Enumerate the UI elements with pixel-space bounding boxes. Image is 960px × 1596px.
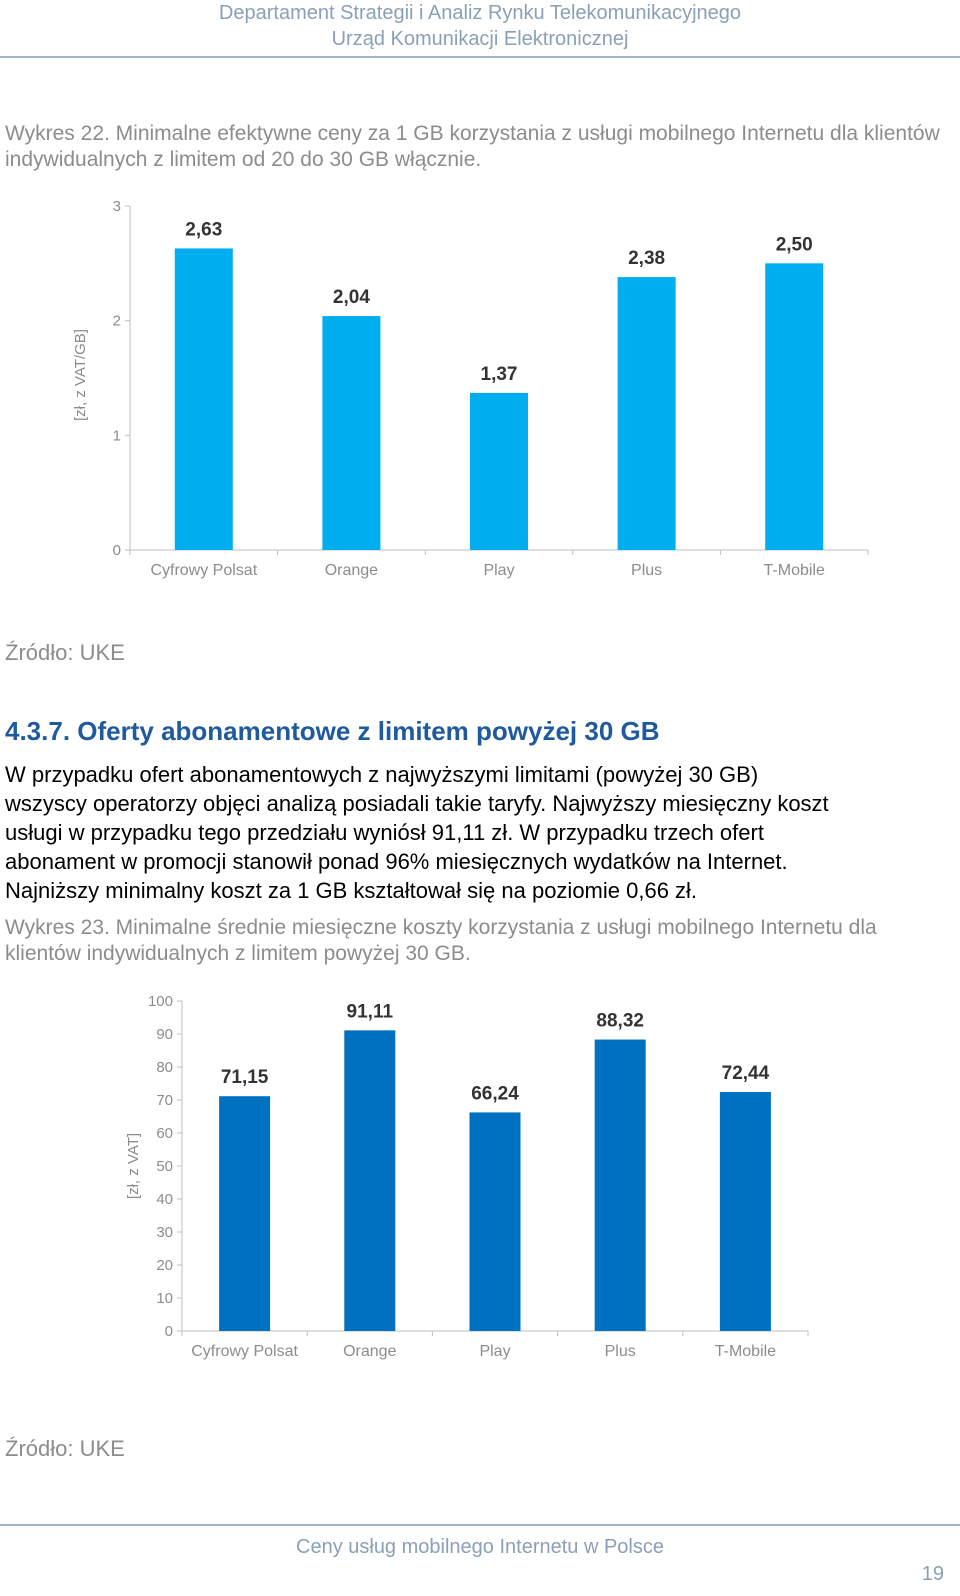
data-label: 88,32 bbox=[596, 1011, 644, 1032]
bar bbox=[719, 1091, 771, 1331]
y-tick-label: 2 bbox=[113, 313, 121, 330]
data-label: 2,63 bbox=[185, 219, 222, 240]
header-divider bbox=[0, 56, 960, 58]
category-label: T-Mobile bbox=[715, 1343, 776, 1360]
header-department: Departament Strategii i Analiz Rynku Tel… bbox=[218, 2, 742, 24]
data-label: 2,38 bbox=[628, 248, 665, 269]
data-label: 71,15 bbox=[221, 1067, 269, 1088]
body-paragraph: W przypadku ofert abonamentowych z najwy… bbox=[5, 760, 955, 905]
footer-title: Ceny usług mobilnego Internetu w Polsce bbox=[296, 1536, 664, 1558]
source-note-2: Źródło: UKE bbox=[5, 1436, 125, 1461]
chart2: 0 10 20 30 40 50 60 70 80 90 100 71,15 Cyfrowy Polsa… bbox=[125, 993, 809, 1360]
chart2-caption: Wykres 23. Minimalne średnie miesięczne … bbox=[5, 916, 877, 965]
y-axis-title: [zł, z VAT/GB] bbox=[72, 329, 89, 421]
y-tick-label: 60 bbox=[156, 1125, 173, 1142]
footer-divider bbox=[0, 1524, 960, 1526]
bar bbox=[594, 1039, 646, 1331]
y-tick-label: 100 bbox=[148, 993, 173, 1010]
category-label: Plus bbox=[631, 562, 662, 579]
category-label: Play bbox=[483, 562, 514, 579]
category-label: Orange bbox=[343, 1343, 396, 1360]
category-label: Cyfrowy Polsat bbox=[150, 562, 257, 579]
y-tick-label: 10 bbox=[156, 1290, 173, 1307]
category-label: Cyfrowy Polsat bbox=[191, 1343, 298, 1360]
chart1-caption: Wykres 22. Minimalne efektywne ceny za 1… bbox=[5, 122, 940, 171]
bar bbox=[219, 1096, 271, 1331]
y-tick-label: 1 bbox=[113, 427, 121, 444]
bar bbox=[344, 1030, 396, 1331]
section-heading: 4.3.7. Oferty abonamentowe z limitem pow… bbox=[5, 716, 660, 746]
paragraph-line: wszyscy operatorzy objęci analizą posiad… bbox=[5, 791, 829, 816]
y-tick-label: 90 bbox=[156, 1026, 173, 1043]
category-label: Play bbox=[479, 1343, 510, 1360]
data-label: 1,37 bbox=[481, 364, 518, 385]
y-tick-label: 0 bbox=[113, 542, 121, 559]
chart1: 0 1 2 3 2,63 Cyfrowy Polsat 2,04 Orange 1,37 Play… bbox=[72, 198, 869, 579]
y-tick-label: 30 bbox=[156, 1224, 173, 1241]
page-number: 19 bbox=[921, 1563, 944, 1585]
y-tick-label: 70 bbox=[156, 1092, 173, 1109]
category-label: Orange bbox=[325, 562, 378, 579]
category-label: Plus bbox=[605, 1343, 636, 1360]
bar bbox=[322, 316, 381, 550]
paragraph-line: W przypadku ofert abonamentowych z najwy… bbox=[5, 762, 759, 787]
data-label: 2,04 bbox=[333, 287, 370, 308]
data-label: 91,11 bbox=[347, 1001, 394, 1022]
header-office: Urząd Komunikacji Elektronicznej bbox=[331, 28, 629, 50]
paragraph-line: abonament w promocji stanowił ponad 96% … bbox=[5, 849, 788, 874]
y-tick-label: 80 bbox=[156, 1059, 173, 1076]
category-label: T-Mobile bbox=[764, 562, 825, 579]
bar bbox=[174, 248, 233, 550]
data-label: 72,44 bbox=[722, 1063, 770, 1084]
y-axis-title: [zł, z VAT] bbox=[125, 1133, 142, 1199]
source-note-1: Źródło: UKE bbox=[5, 640, 125, 665]
paragraph-line: Najniższy minimalny koszt za 1 GB kształ… bbox=[5, 878, 698, 903]
y-tick-label: 3 bbox=[113, 198, 121, 215]
y-tick-label: 50 bbox=[156, 1158, 173, 1175]
bar bbox=[470, 392, 528, 550]
y-tick-label: 0 bbox=[165, 1323, 173, 1340]
y-tick-label: 40 bbox=[156, 1191, 173, 1208]
y-tick-label: 20 bbox=[156, 1257, 173, 1274]
bar bbox=[469, 1112, 521, 1331]
bar bbox=[617, 277, 676, 550]
bar bbox=[765, 263, 824, 550]
data-label: 66,24 bbox=[471, 1083, 519, 1104]
paragraph-line: usługi w przypadku tego przedziału wynió… bbox=[5, 820, 764, 845]
data-label: 2,50 bbox=[776, 234, 813, 255]
